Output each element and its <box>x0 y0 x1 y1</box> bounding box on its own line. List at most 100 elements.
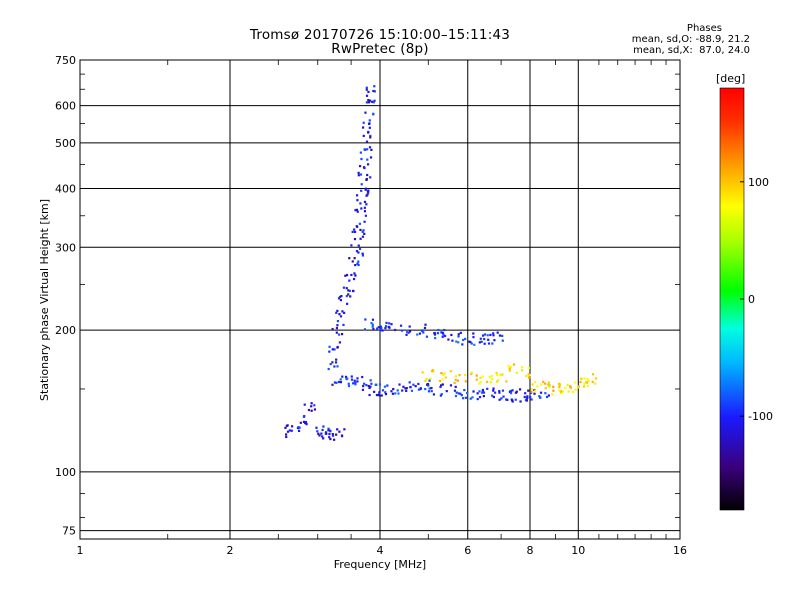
data-point <box>351 260 354 263</box>
data-point <box>397 392 400 395</box>
data-point <box>346 377 349 380</box>
data-point <box>491 394 494 397</box>
data-point <box>372 89 375 93</box>
data-point <box>496 373 499 377</box>
data-point <box>286 430 290 433</box>
data-point <box>455 340 458 343</box>
data-point <box>483 337 486 341</box>
data-point <box>463 388 466 392</box>
data-point <box>342 286 345 289</box>
data-point <box>362 229 365 232</box>
data-point <box>521 369 524 372</box>
data-point <box>408 325 411 328</box>
data-point <box>284 433 288 436</box>
data-point <box>356 262 359 265</box>
data-point <box>360 157 363 161</box>
data-point <box>392 387 395 391</box>
data-point <box>388 322 391 325</box>
data-point <box>358 164 362 168</box>
data-point <box>531 383 534 386</box>
data-point <box>523 395 526 399</box>
data-point <box>501 334 504 338</box>
data-point <box>511 399 514 402</box>
data-point <box>530 390 533 393</box>
data-point <box>470 342 473 345</box>
data-point <box>337 333 341 336</box>
data-point <box>369 176 372 179</box>
data-point <box>365 86 368 89</box>
data-point <box>454 385 457 389</box>
data-point <box>480 340 483 343</box>
data-point <box>569 385 572 388</box>
data-point <box>483 333 487 336</box>
data-point <box>302 420 306 423</box>
data-point <box>379 329 382 332</box>
data-point <box>487 342 491 345</box>
data-point <box>366 158 369 161</box>
data-point <box>369 379 372 382</box>
y-tick-label: 300 <box>55 241 76 254</box>
data-point <box>335 358 338 361</box>
data-point <box>322 437 325 440</box>
data-point <box>441 383 444 386</box>
data-point <box>346 302 349 305</box>
data-point <box>491 378 494 381</box>
data-point <box>462 338 465 342</box>
data-point <box>358 247 362 251</box>
data-point <box>479 376 482 379</box>
data-point <box>365 101 369 104</box>
data-point <box>455 391 458 394</box>
data-point <box>363 200 367 204</box>
data-point <box>329 363 332 366</box>
data-point <box>505 380 508 383</box>
data-point <box>336 320 340 323</box>
data-point <box>368 393 371 397</box>
data-point <box>441 331 444 335</box>
data-point <box>331 348 334 351</box>
phase-summary-title: Phases <box>686 23 722 34</box>
data-point <box>533 392 536 395</box>
data-point <box>336 346 339 349</box>
data-point <box>460 394 463 397</box>
data-point <box>384 325 388 328</box>
y-tick-label: 100 <box>55 466 76 479</box>
data-point <box>501 339 504 342</box>
data-point <box>335 311 338 314</box>
data-point <box>328 436 331 439</box>
data-point <box>329 437 332 441</box>
data-point <box>482 391 486 394</box>
data-point <box>356 377 359 380</box>
y-tick-label: 500 <box>55 137 76 150</box>
data-point <box>353 237 357 241</box>
data-point <box>298 426 301 429</box>
data-point <box>359 237 362 240</box>
data-point <box>327 367 330 371</box>
data-point <box>440 393 443 396</box>
data-point <box>356 199 359 202</box>
data-point <box>458 373 461 377</box>
data-point <box>343 311 346 314</box>
data-point <box>436 332 440 335</box>
data-point <box>481 388 485 392</box>
data-point <box>333 348 336 351</box>
data-point <box>368 146 372 149</box>
data-point <box>339 299 343 302</box>
data-point <box>366 173 369 177</box>
data-point <box>586 384 589 388</box>
data-point <box>386 384 389 387</box>
data-point <box>526 395 529 398</box>
data-point <box>412 383 415 386</box>
data-point <box>507 364 510 367</box>
data-point <box>548 384 551 387</box>
data-point <box>347 384 351 388</box>
data-point <box>519 400 522 403</box>
data-point <box>461 397 465 400</box>
data-point <box>489 381 492 384</box>
data-point <box>337 380 341 384</box>
y-tick-label: 750 <box>55 54 76 67</box>
data-point <box>459 331 462 334</box>
data-point <box>357 260 360 263</box>
data-point <box>384 391 387 394</box>
data-point <box>327 427 330 430</box>
data-point <box>358 222 361 225</box>
